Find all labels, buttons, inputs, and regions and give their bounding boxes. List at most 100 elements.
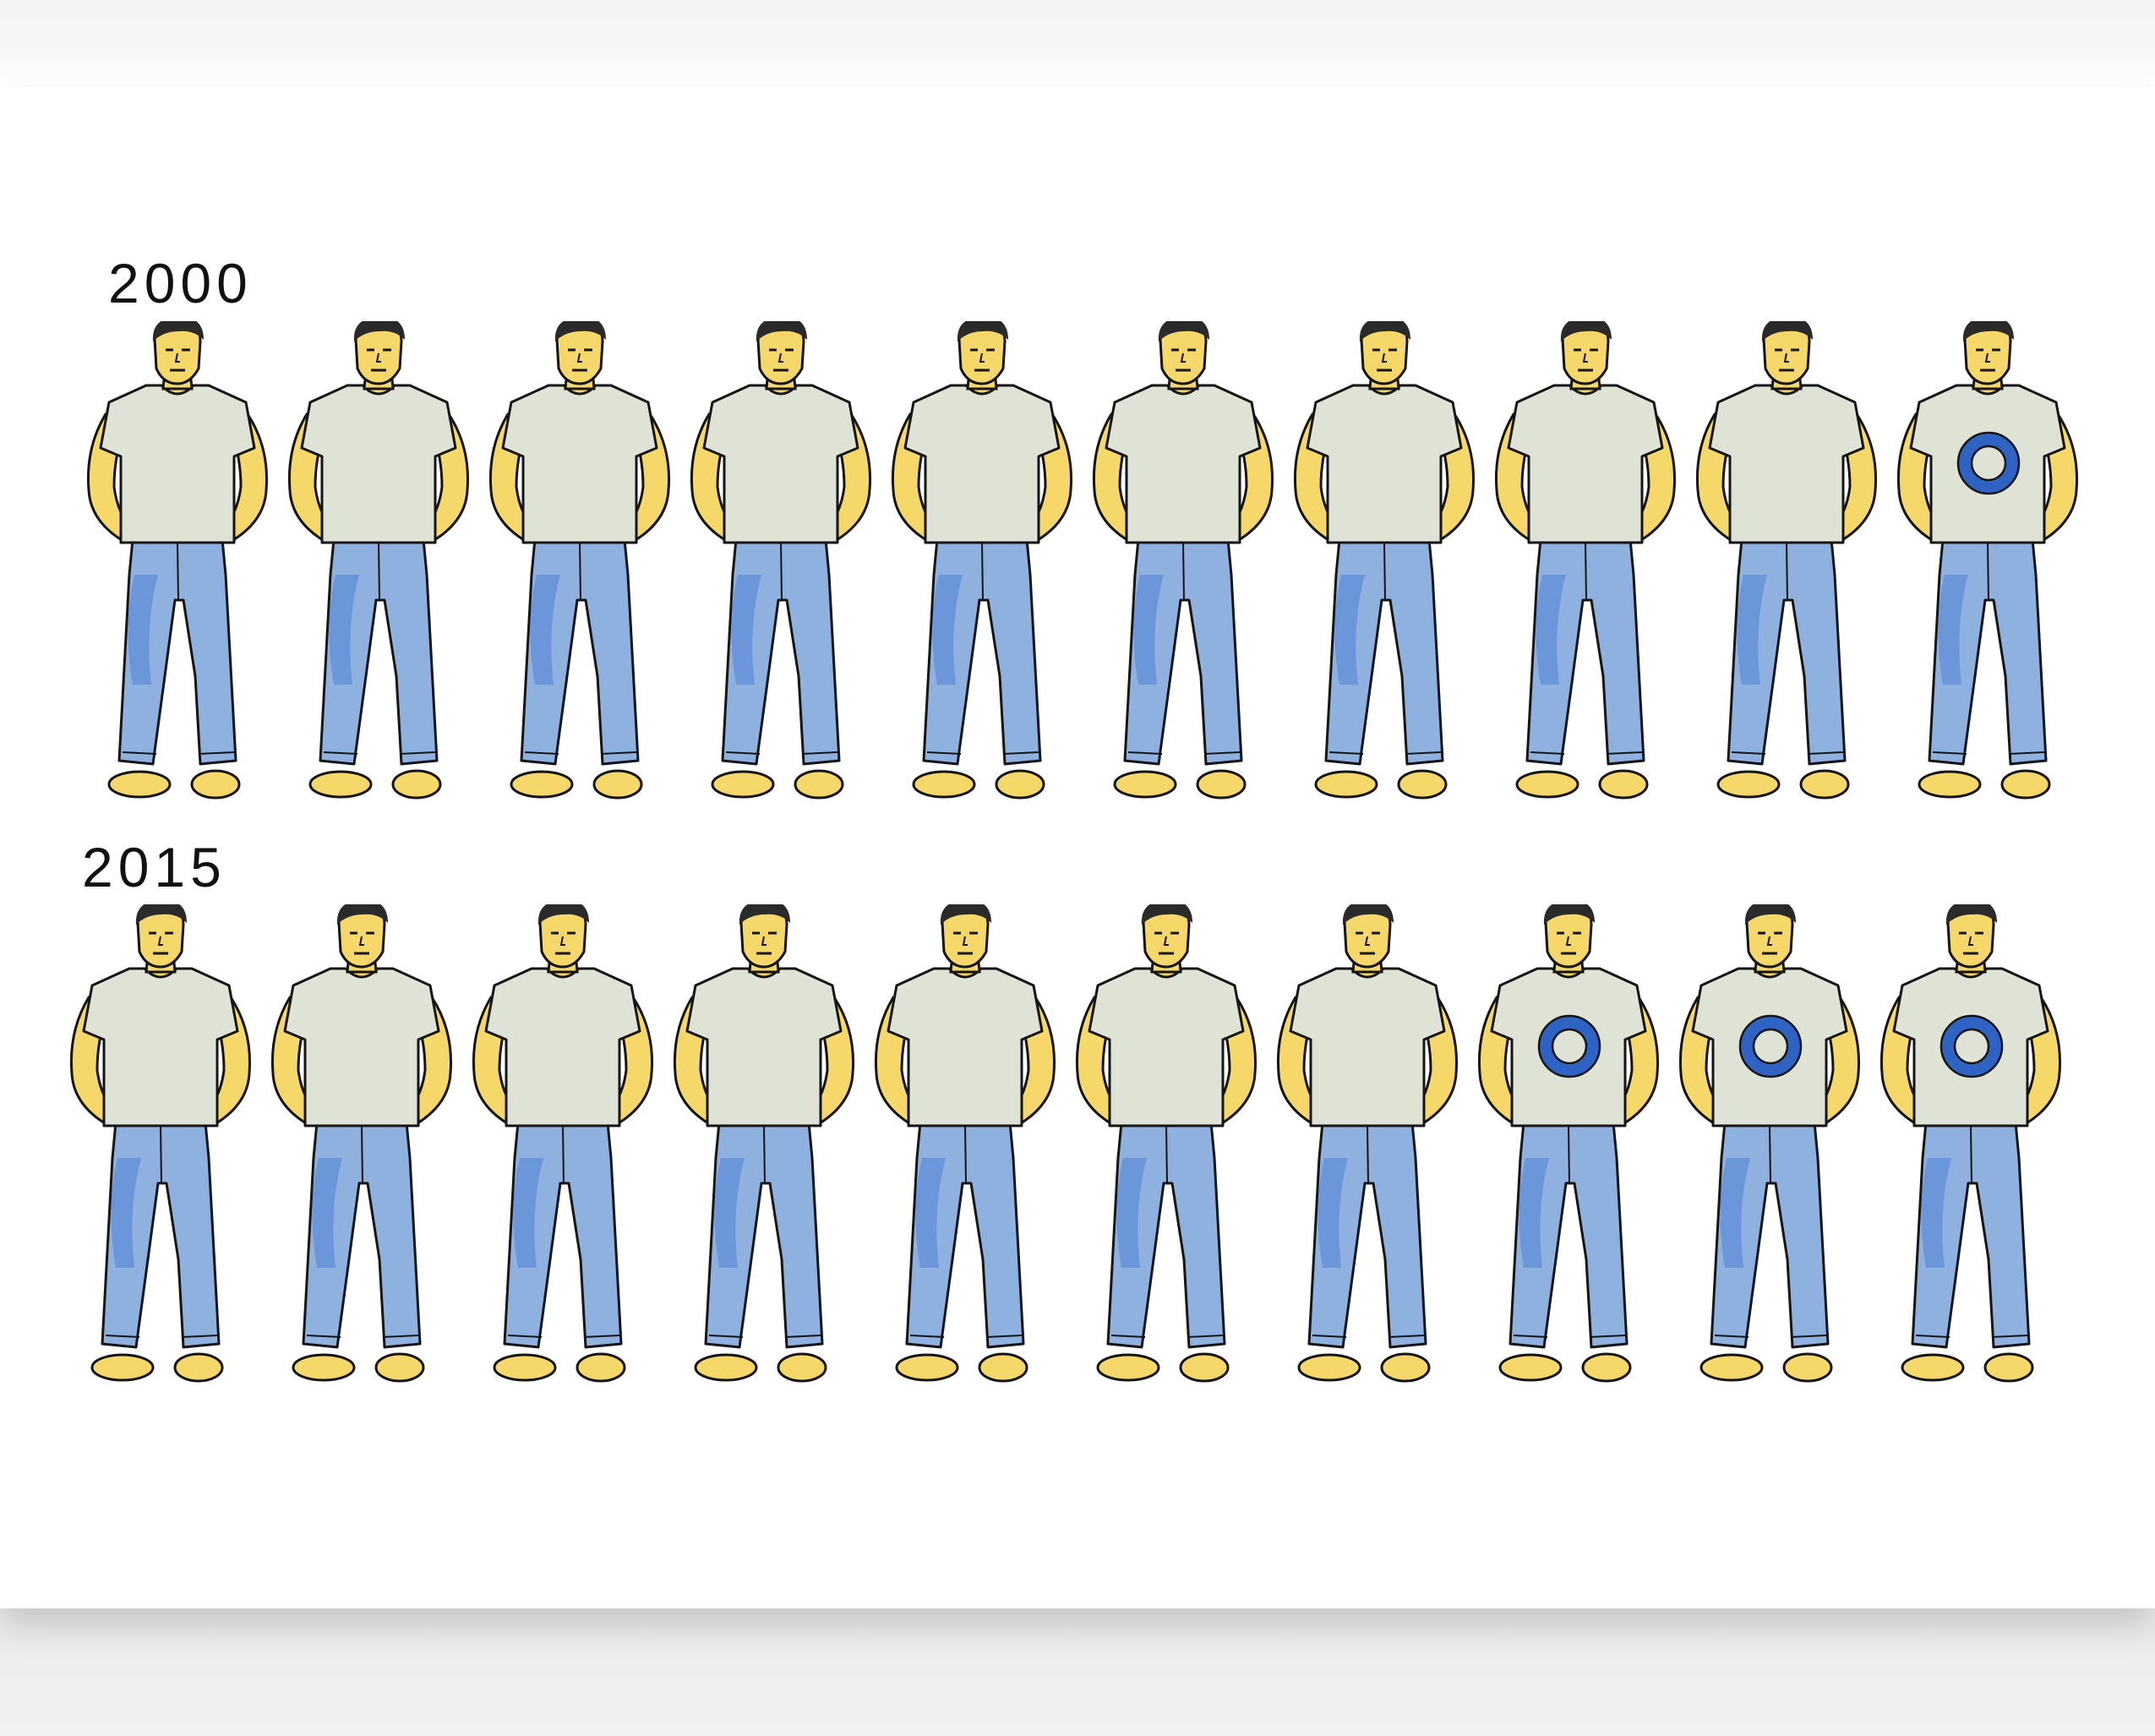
- left-foot: [1314, 770, 1378, 799]
- shirt: [283, 967, 440, 1127]
- hair: [1342, 904, 1394, 925]
- ring-icon: [1941, 1016, 2002, 1077]
- hair: [1962, 321, 2014, 341]
- right-foot: [1983, 1352, 2034, 1383]
- person-figure: [466, 904, 662, 1386]
- left-foot: [107, 770, 172, 799]
- right-foot: [576, 1352, 626, 1383]
- jeans-shadow: [1737, 575, 1767, 685]
- jeans-shadow: [1116, 1158, 1147, 1268]
- right-foot: [777, 1352, 827, 1383]
- jeans-shadow: [312, 1158, 342, 1268]
- jeans-shadow: [1334, 575, 1365, 685]
- shirt: [1289, 967, 1446, 1127]
- hair: [940, 904, 991, 925]
- left-foot: [292, 1353, 356, 1382]
- right-foot: [592, 769, 643, 800]
- right-foot: [1397, 769, 1448, 800]
- hair: [1543, 904, 1595, 925]
- jeans-shadow: [1519, 1158, 1549, 1268]
- shirt: [99, 384, 256, 544]
- person-figure: [265, 904, 461, 1386]
- hair: [336, 904, 388, 925]
- left-foot: [1515, 770, 1579, 799]
- jeans-shadow: [932, 575, 963, 685]
- shirt: [1507, 384, 1664, 544]
- shirt: [82, 967, 239, 1127]
- left-foot: [308, 770, 373, 799]
- person-figure: [281, 321, 477, 803]
- right-foot: [1179, 1352, 1230, 1383]
- shirt: [300, 384, 457, 544]
- shirt: [702, 384, 859, 544]
- shirt: [501, 384, 658, 544]
- hair: [1158, 321, 1209, 341]
- shirt: [1105, 384, 1262, 544]
- shirt: [1909, 384, 2066, 544]
- person-figure-marked: [1874, 904, 2070, 1386]
- left-foot: [694, 1353, 758, 1382]
- jeans-shadow: [714, 1158, 745, 1268]
- person-figure: [1270, 904, 1466, 1386]
- left-foot: [895, 1353, 959, 1382]
- right-foot: [1598, 769, 1649, 800]
- person-figure: [1287, 321, 1483, 803]
- left-foot: [1113, 770, 1177, 799]
- ring-icon: [1539, 1016, 1600, 1077]
- person-figure: [1689, 321, 1885, 803]
- jeans-shadow: [1536, 575, 1566, 685]
- right-foot: [1380, 1352, 1431, 1383]
- jeans-shadow: [1921, 1158, 1951, 1268]
- right-foot: [995, 769, 1045, 800]
- shirt: [903, 384, 1061, 544]
- person-figure-marked: [1890, 321, 2087, 803]
- figure-row-2015: [0, 904, 2155, 1386]
- person-figure: [1069, 904, 1265, 1386]
- jeans-shadow: [530, 575, 560, 685]
- jeans-shadow: [731, 575, 761, 685]
- hair: [353, 321, 405, 341]
- jeans-shadow: [1318, 1158, 1348, 1268]
- right-foot: [1799, 769, 1850, 800]
- jeans-shadow: [128, 575, 158, 685]
- person-figure: [483, 321, 679, 803]
- hair: [957, 321, 1008, 341]
- year-label-2015: 2015: [82, 836, 226, 898]
- jeans-shadow: [1938, 575, 1968, 685]
- jeans-shadow: [915, 1158, 946, 1268]
- person-figure: [684, 321, 880, 803]
- hair: [1560, 321, 1612, 341]
- hair: [537, 904, 589, 925]
- hair: [1945, 904, 1997, 925]
- right-foot: [190, 769, 241, 800]
- left-foot: [1918, 770, 1982, 799]
- shirt: [1691, 967, 1848, 1127]
- year-label-2000: 2000: [108, 252, 253, 314]
- hair: [152, 321, 204, 341]
- right-foot: [2000, 769, 2051, 800]
- ring-icon: [1958, 433, 2019, 494]
- jeans-shadow: [329, 575, 359, 685]
- left-foot: [510, 770, 574, 799]
- hair: [135, 904, 187, 925]
- right-foot: [1581, 1352, 1632, 1383]
- hair: [1761, 321, 1813, 341]
- hair: [756, 321, 807, 341]
- left-foot: [1901, 1353, 1965, 1382]
- shirt: [1490, 967, 1647, 1127]
- shirt: [484, 967, 641, 1127]
- left-foot: [493, 1353, 557, 1382]
- left-foot: [90, 1353, 155, 1382]
- hair: [1359, 321, 1410, 341]
- figure-row-2000: [0, 321, 2155, 803]
- right-foot: [1782, 1352, 1833, 1383]
- person-figure-marked: [1471, 904, 1667, 1386]
- jeans-shadow: [1720, 1158, 1750, 1268]
- person-figure-marked: [1672, 904, 1869, 1386]
- right-foot: [391, 769, 442, 800]
- right-foot: [173, 1352, 224, 1383]
- person-figure: [868, 904, 1064, 1386]
- left-foot: [711, 770, 775, 799]
- person-figure: [80, 321, 276, 803]
